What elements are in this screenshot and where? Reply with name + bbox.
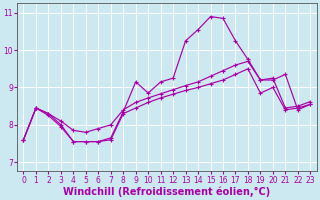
- X-axis label: Windchill (Refroidissement éolien,°C): Windchill (Refroidissement éolien,°C): [63, 186, 270, 197]
